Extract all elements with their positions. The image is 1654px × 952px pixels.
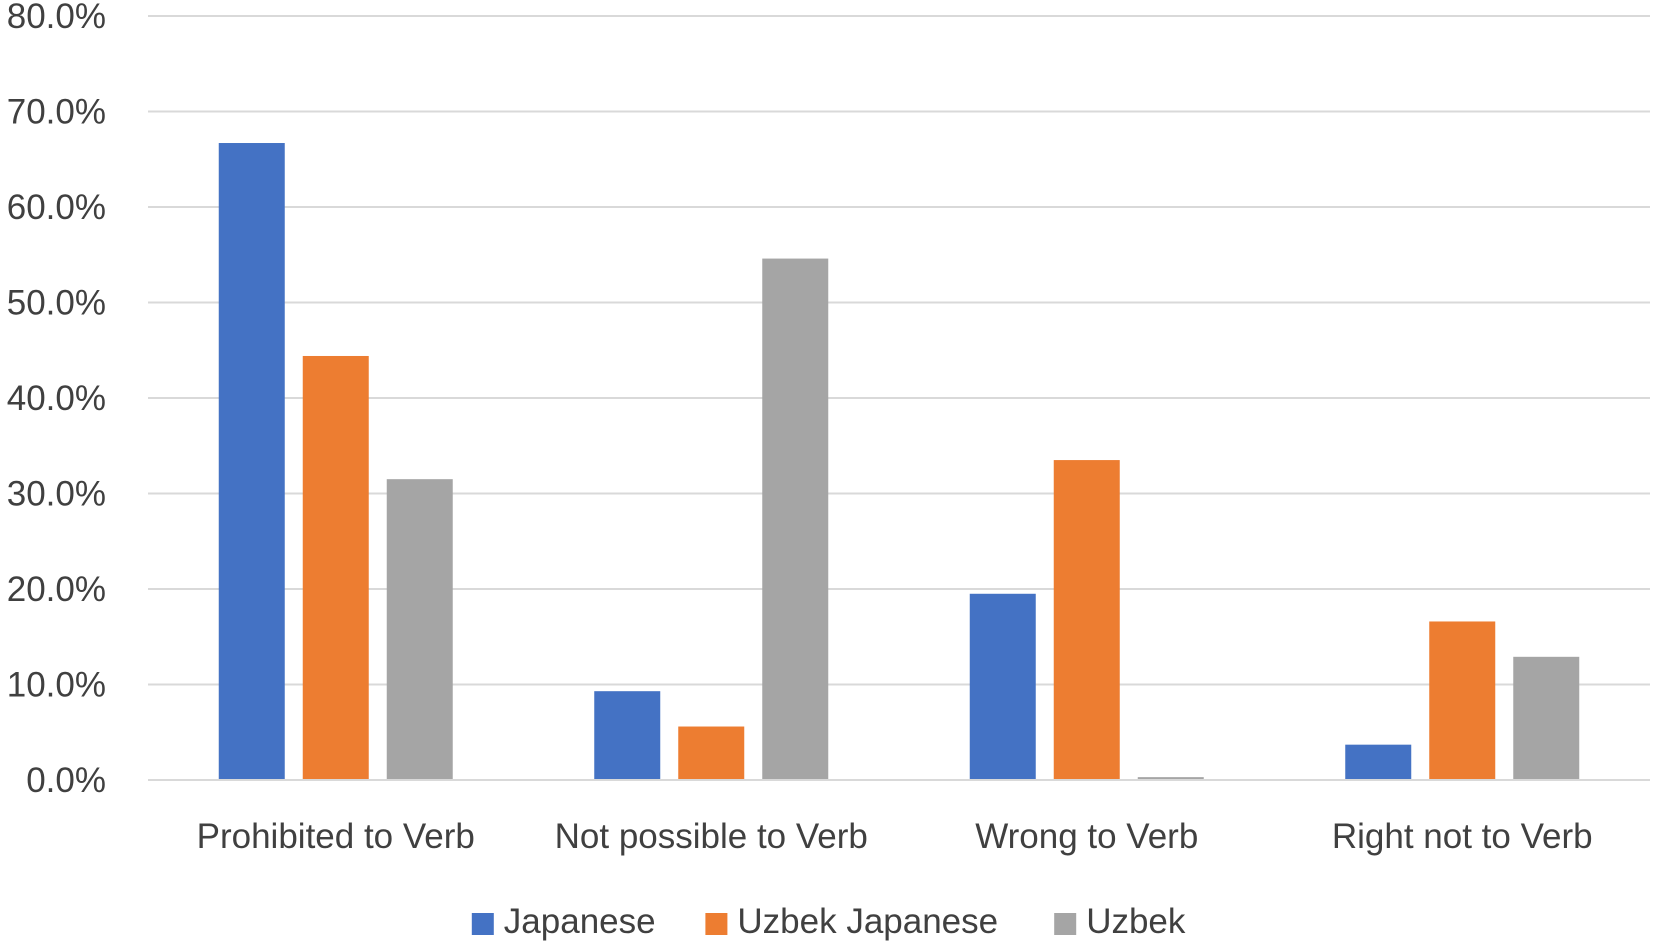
bar-uzbek-japanese-0 xyxy=(302,355,369,780)
bar-uzbek-3 xyxy=(1513,656,1580,780)
x-category-label: Wrong to Verb xyxy=(975,817,1198,856)
legend-swatch xyxy=(471,913,494,935)
gridlines xyxy=(148,15,1650,686)
legend-item-uzbek: Uzbek xyxy=(1054,902,1186,941)
bar-uzbek-japanese-2 xyxy=(1053,460,1120,780)
legend-swatch xyxy=(1054,913,1077,935)
y-tick-label: 30.0% xyxy=(7,475,106,514)
y-tick-label: 50.0% xyxy=(7,284,106,323)
bar-uzbek-1 xyxy=(762,258,829,780)
y-axis-tick-labels: 0.0% 10.0% 20.0% 30.0% 40.0% 50.0% 60.0% 70.0% 8… xyxy=(7,0,106,800)
bar-japanese-2 xyxy=(969,593,1036,780)
x-category-label: Prohibited to Verb xyxy=(197,817,475,856)
bar-uzbek-japanese-1 xyxy=(678,726,745,780)
legend-label: Japanese xyxy=(504,902,656,941)
y-tick-label: 60.0% xyxy=(7,188,106,227)
x-axis-category-labels: Prohibited to Verb Not possible to Verb Wr… xyxy=(197,817,1593,856)
legend-swatch xyxy=(705,913,728,935)
y-tick-label: 10.0% xyxy=(7,666,106,705)
legend-label: Uzbek Japanese xyxy=(737,902,998,941)
y-tick-label: 80.0% xyxy=(7,0,106,36)
bar-uzbek-2 xyxy=(1137,777,1204,780)
legend-item-japanese: Japanese xyxy=(471,902,656,941)
y-tick-label: 70.0% xyxy=(7,93,106,132)
x-category-label: Right not to Verb xyxy=(1332,817,1593,856)
bar-uzbek-0 xyxy=(386,479,453,780)
x-category-label: Not possible to Verb xyxy=(555,817,868,856)
legend: Japanese Uzbek Japanese Uzbek xyxy=(471,902,1186,941)
bar-japanese-3 xyxy=(1345,744,1412,780)
legend-item-uzbek-japanese: Uzbek Japanese xyxy=(705,902,998,941)
y-tick-label: 40.0% xyxy=(7,379,106,418)
y-tick-label: 20.0% xyxy=(7,570,106,609)
bar-japanese-1 xyxy=(594,691,661,780)
bar-japanese-0 xyxy=(218,143,285,780)
y-tick-label: 0.0% xyxy=(26,761,106,800)
bar-uzbek-japanese-3 xyxy=(1429,621,1496,780)
legend-label: Uzbek xyxy=(1086,902,1186,941)
bars xyxy=(218,143,1580,780)
